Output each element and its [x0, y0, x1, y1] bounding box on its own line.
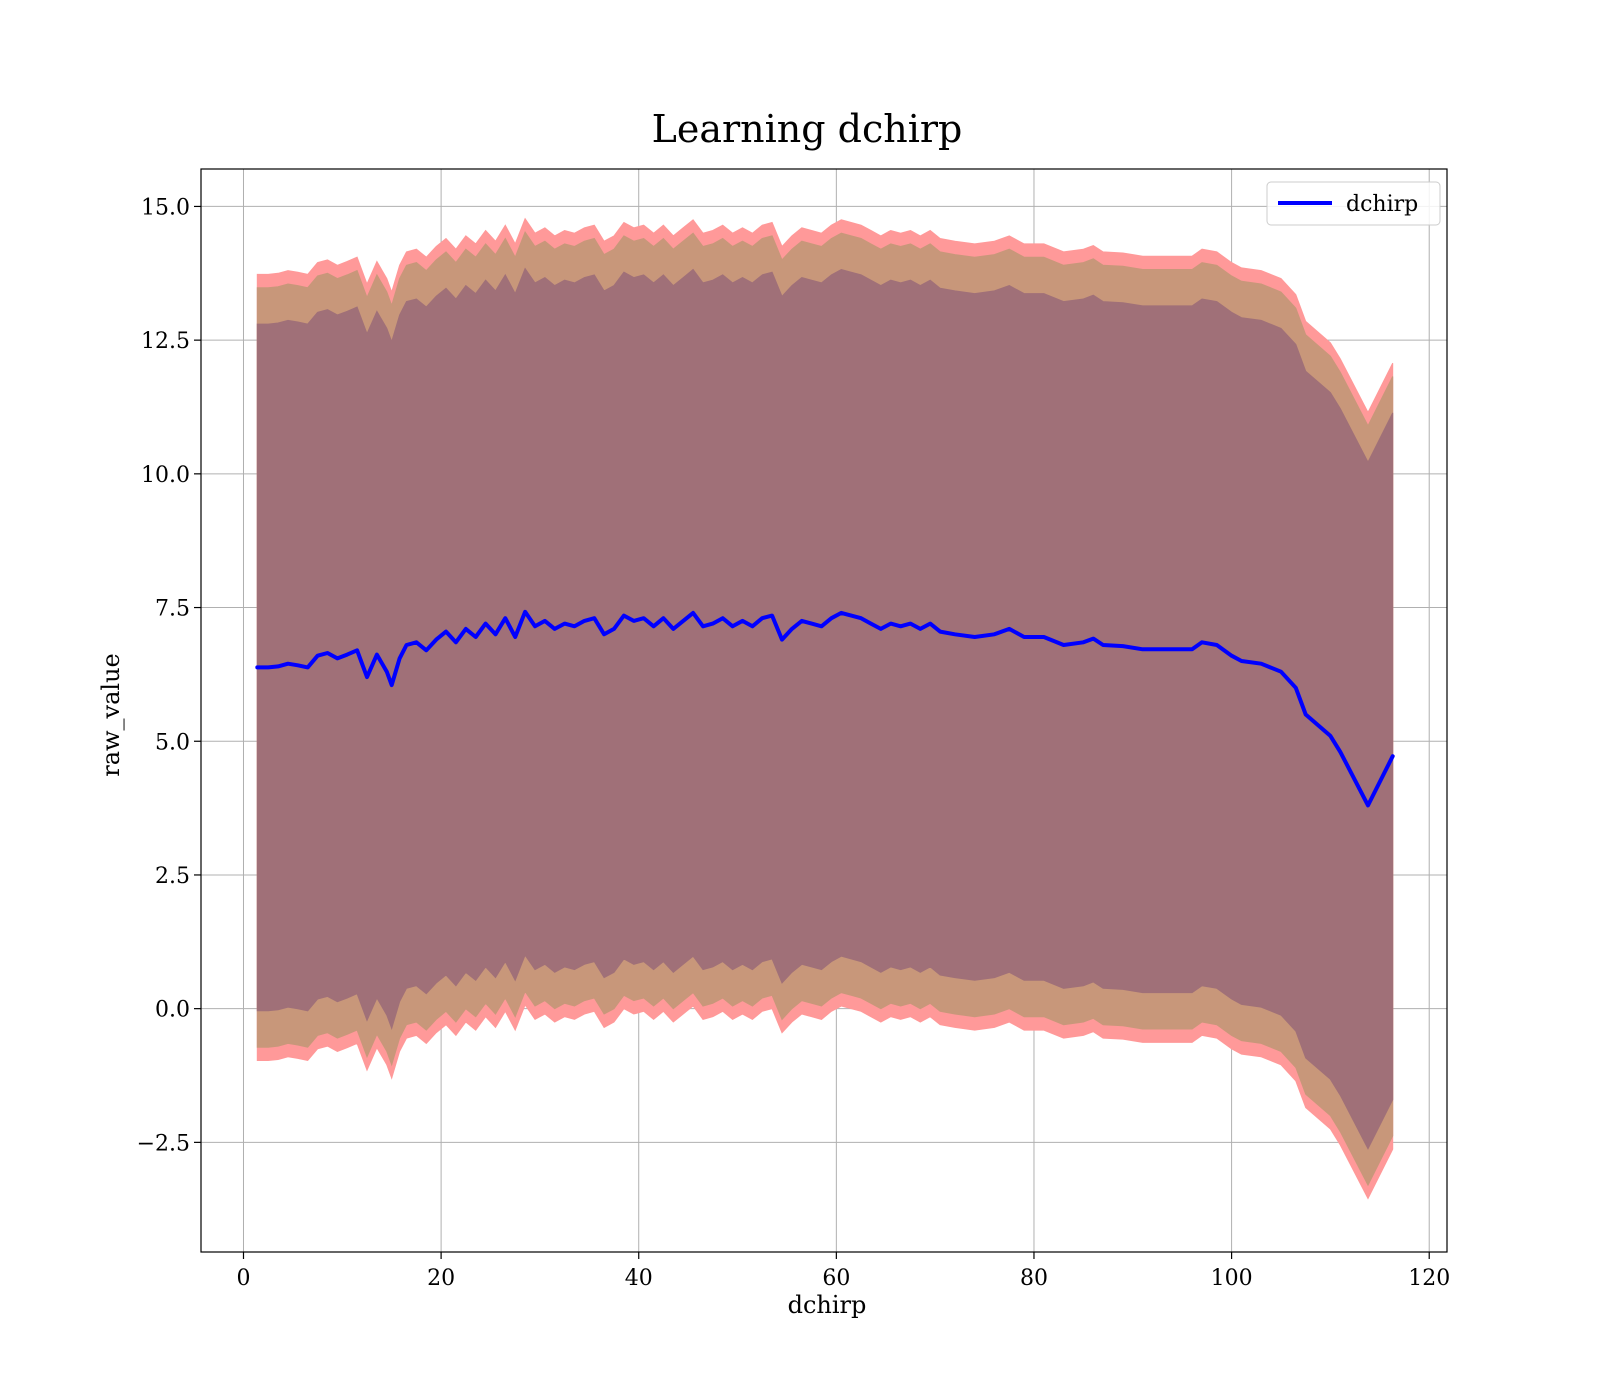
series-lines [255, 609, 1395, 808]
legend-label: dchirp [1346, 192, 1418, 217]
y-tick-label: 12.5 [141, 329, 190, 354]
y-tick-label: 5.0 [155, 730, 190, 755]
x-axis-label: dchirp [788, 1291, 867, 1319]
uncertainty-bands [256, 217, 1394, 1200]
x-axis-ticks: 0 20 40 60 80 100 120 [236, 1252, 1450, 1291]
x-tick-label: 100 [1211, 1266, 1253, 1291]
x-tick-label: 20 [427, 1266, 455, 1291]
y-tick-label: 0.0 [155, 998, 190, 1023]
chart-title: Learning dchirp [652, 107, 963, 151]
x-tick-label: 80 [1020, 1266, 1048, 1291]
plot-frame [200, 168, 1448, 1253]
y-axis-label: raw_value [97, 653, 125, 777]
inner-band [256, 267, 1394, 1150]
x-tick-label: 60 [822, 1266, 850, 1291]
series-dchirp-line [255, 609, 1395, 808]
y-tick-label: 2.5 [155, 864, 190, 889]
legend-box [1266, 181, 1441, 226]
y-tick-label: 10.0 [141, 463, 190, 488]
y-axis-ticks: −2.5 0.0 2.5 5.0 7.5 10.0 12.5 15.0 [137, 195, 201, 1156]
x-tick-label: 120 [1408, 1266, 1450, 1291]
y-tick-label: 15.0 [141, 195, 190, 220]
y-tick-label: 7.5 [155, 597, 190, 622]
legend: dchirp [1266, 181, 1441, 226]
x-tick-label: 0 [236, 1266, 250, 1291]
y-tick-label: −2.5 [137, 1131, 190, 1156]
x-tick-label: 40 [625, 1266, 653, 1291]
